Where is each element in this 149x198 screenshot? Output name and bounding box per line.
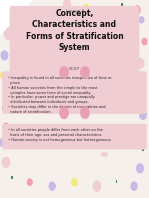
Circle shape xyxy=(60,67,68,78)
Circle shape xyxy=(42,7,47,13)
FancyBboxPatch shape xyxy=(10,6,139,75)
Circle shape xyxy=(4,85,10,93)
Ellipse shape xyxy=(101,153,108,156)
FancyBboxPatch shape xyxy=(26,3,28,7)
Text: • Inequality is found in all societies irrespective of time or
  place.
• All hu: • Inequality is found in all societies i… xyxy=(8,76,112,114)
Circle shape xyxy=(93,181,101,191)
FancyBboxPatch shape xyxy=(142,148,144,151)
FancyBboxPatch shape xyxy=(2,71,147,114)
Circle shape xyxy=(2,157,10,167)
Circle shape xyxy=(140,110,146,119)
Ellipse shape xyxy=(17,13,27,18)
FancyBboxPatch shape xyxy=(2,107,4,110)
Circle shape xyxy=(1,3,8,13)
Circle shape xyxy=(81,107,89,118)
Circle shape xyxy=(131,182,137,190)
Text: NCEP: NCEP xyxy=(69,67,80,71)
Circle shape xyxy=(137,164,143,173)
Circle shape xyxy=(101,7,108,17)
Ellipse shape xyxy=(33,136,41,141)
Circle shape xyxy=(49,182,55,190)
FancyBboxPatch shape xyxy=(116,180,117,183)
Circle shape xyxy=(139,17,144,23)
Ellipse shape xyxy=(108,18,116,22)
Circle shape xyxy=(72,179,77,186)
Circle shape xyxy=(3,123,9,130)
Circle shape xyxy=(64,0,70,8)
FancyBboxPatch shape xyxy=(2,124,147,149)
Text: Concept,
Characteristics and
Forms of Stratification
System: Concept, Characteristics and Forms of St… xyxy=(26,9,123,52)
Ellipse shape xyxy=(116,77,122,81)
Circle shape xyxy=(81,67,89,78)
Circle shape xyxy=(1,72,5,78)
Circle shape xyxy=(84,4,89,11)
Circle shape xyxy=(1,51,8,60)
Circle shape xyxy=(136,91,141,99)
FancyBboxPatch shape xyxy=(11,176,13,179)
FancyBboxPatch shape xyxy=(144,81,145,84)
Circle shape xyxy=(128,24,134,31)
Circle shape xyxy=(139,129,144,136)
Circle shape xyxy=(134,6,140,14)
Circle shape xyxy=(60,107,68,118)
FancyBboxPatch shape xyxy=(121,3,123,7)
Ellipse shape xyxy=(14,67,22,71)
Text: Lesson 8: Lesson 8 xyxy=(66,9,83,13)
Circle shape xyxy=(4,28,13,40)
Circle shape xyxy=(142,38,147,45)
Circle shape xyxy=(0,139,6,147)
FancyBboxPatch shape xyxy=(2,21,4,25)
Text: • In all societies people differ from each other on the
  basis of their age, se: • In all societies people differ from ea… xyxy=(8,128,112,142)
Polygon shape xyxy=(0,0,33,36)
Circle shape xyxy=(12,10,18,17)
Circle shape xyxy=(27,179,32,185)
Ellipse shape xyxy=(86,42,93,45)
Circle shape xyxy=(136,58,144,68)
